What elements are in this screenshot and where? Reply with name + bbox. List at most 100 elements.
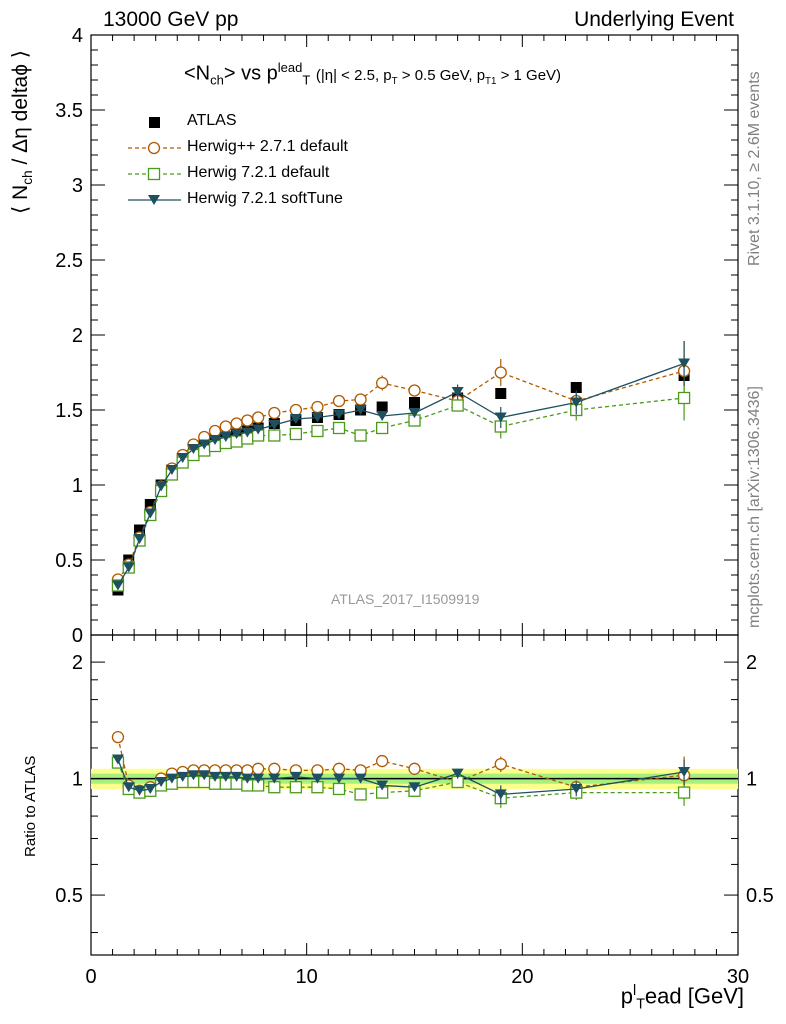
y-tick-label: 1 [72, 475, 83, 497]
ratio-y-tick-label-right: 1 [746, 769, 757, 791]
analysis-id: ATLAS_2017_I1509919 [331, 591, 480, 607]
data-point [208, 424, 222, 438]
data-point [251, 411, 265, 424]
data-point [451, 768, 464, 779]
data-point [134, 524, 146, 536]
data-point [252, 773, 265, 784]
data-point [219, 771, 232, 782]
data-point [241, 414, 254, 427]
data-point [268, 406, 281, 420]
data-point [494, 789, 507, 800]
series-line [117, 370, 685, 580]
data-point [209, 771, 222, 782]
data-point [408, 384, 421, 397]
legend-marker-herwigpp [128, 141, 181, 155]
y-tick-label: 2.5 [55, 250, 83, 272]
data-point [332, 762, 346, 775]
legend-label: ATLAS [187, 112, 237, 129]
series-herwig-7-2-1-softtune [111, 341, 691, 591]
data-point [570, 783, 583, 794]
x-axis-label: plTead [GeV] [620, 983, 744, 1013]
header-left: 13000 GeV pp [103, 8, 239, 31]
x-tick-label: 0 [85, 966, 96, 988]
data-point [289, 781, 303, 794]
data-point [677, 391, 691, 405]
data-point [408, 762, 421, 775]
series-line [117, 362, 685, 586]
series-herwig-2-7-1-default [111, 341, 691, 586]
data-point [144, 499, 156, 510]
data-point [376, 780, 389, 791]
legend-label: Herwig 7.2.1 softTune [187, 190, 343, 207]
legend-label: Herwig 7.2.1 default [187, 164, 330, 181]
data-point [111, 580, 124, 591]
data-point [451, 387, 464, 397]
data-point [333, 773, 346, 784]
data-point [111, 730, 125, 744]
data-point [155, 776, 168, 787]
data-point [187, 444, 200, 454]
data-point [332, 421, 346, 435]
x-tick-label: 10 [296, 966, 318, 988]
data-point [332, 782, 346, 796]
data-point [375, 754, 389, 768]
data-point [375, 421, 389, 435]
data-point [354, 405, 367, 415]
data-point [408, 408, 421, 418]
data-point [230, 429, 243, 439]
data-point [155, 481, 168, 492]
data-point [268, 429, 281, 442]
data-point [230, 771, 243, 782]
series-herwig-7-2-1-default [111, 375, 691, 592]
data-point [311, 773, 324, 784]
y-tick-label: 0.5 [55, 550, 83, 572]
data-point [289, 414, 302, 424]
data-point [451, 399, 464, 412]
data-point [408, 782, 421, 793]
header-right: Underlying Event [574, 8, 734, 31]
data-point [144, 783, 157, 794]
y-tick-label: 1.5 [55, 400, 83, 422]
data-point [251, 762, 265, 775]
data-point [252, 424, 265, 435]
series-line [117, 397, 685, 586]
ratio-y-axis-label: Ratio to ATLAS [22, 755, 39, 857]
y-tick-label: 3 [72, 175, 83, 197]
data-point [230, 417, 243, 430]
ratio-y-tick-label-right: 0.5 [746, 885, 774, 907]
ratio-y-tick-label-right: 2 [746, 652, 757, 674]
data-point [289, 427, 303, 441]
y-tick-label: 2 [72, 325, 83, 347]
data-point [268, 773, 281, 784]
data-point [354, 773, 367, 784]
data-point [494, 412, 507, 423]
x-tick-label: 30 [727, 966, 749, 988]
main-y-axis-label: ⟨ Nch / Δη deltaϕ ⟩ [9, 50, 36, 214]
data-point [198, 439, 211, 450]
data-point [165, 773, 178, 784]
data-point [268, 420, 281, 430]
series-atlas [112, 370, 690, 596]
data-point [209, 435, 222, 445]
data-point [495, 388, 507, 399]
data-point [289, 771, 302, 782]
ratio-y-tick-label: 2 [72, 652, 83, 674]
data-point [570, 382, 582, 393]
data-point [376, 401, 388, 413]
data-point [375, 376, 389, 390]
data-point [678, 766, 691, 777]
data-point [354, 393, 367, 406]
data-point [133, 785, 146, 796]
data-point [241, 427, 254, 438]
ratio-y-tick-label: 0.5 [55, 885, 83, 907]
legend-marker-herwig-softtune [128, 195, 181, 205]
chart-title: <Nch> vs pleadT (|η| < 2.5, pT > 0.5 GeV… [184, 60, 562, 88]
legend-label: Herwig++ 2.7.1 default [187, 138, 348, 155]
data-point [570, 397, 583, 408]
data-point [187, 770, 200, 781]
data-point [289, 403, 303, 417]
rivet-version-label: Rivet 3.1.10, ≥ 2.6M events [746, 71, 763, 266]
data-point [494, 757, 507, 771]
series-herwig-7-2-1-softtune [111, 754, 691, 804]
